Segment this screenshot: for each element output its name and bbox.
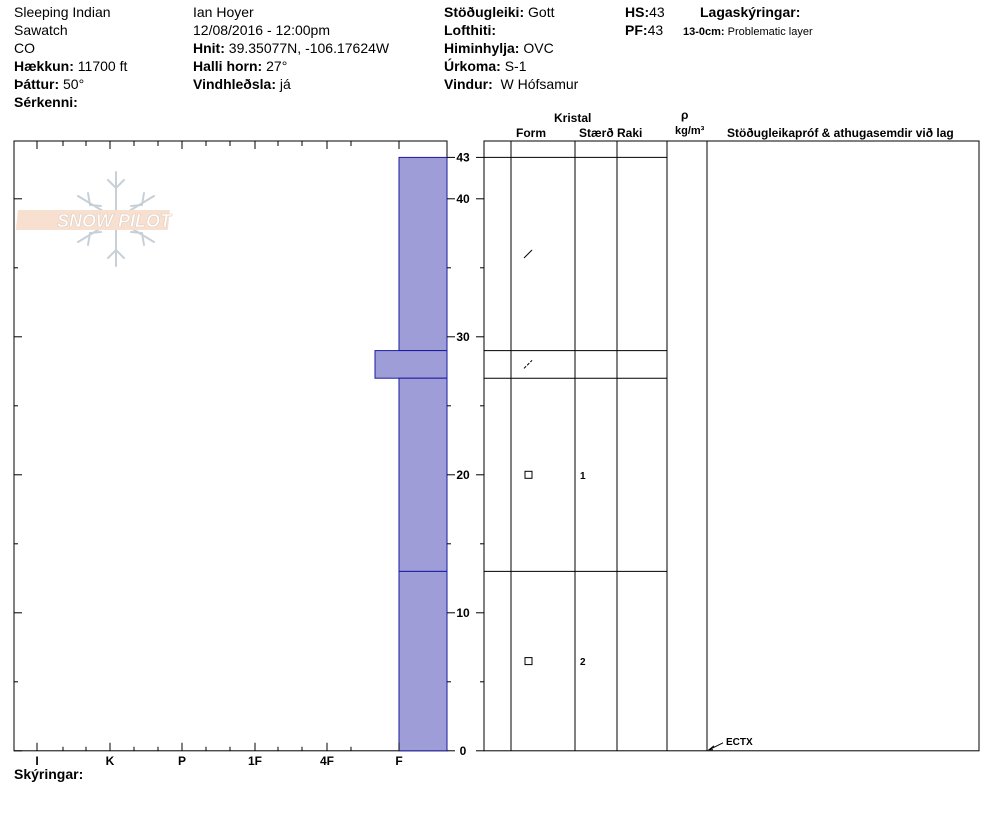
coords-label: Hnit: [193,40,225,56]
hardness-bar-layer-3 [398,377,448,572]
crystal-form-symbol [523,360,533,369]
legend-title: Lagaskýringar: [700,4,801,20]
wind-value: W Hófsamur [500,76,579,92]
slope-label: Halli horn: [193,58,263,74]
moisture-header: Raki [617,126,643,140]
stability-test-pointer [708,742,724,751]
pf-value: 43 [647,22,664,38]
location-name: Sleeping Indian [14,4,111,20]
hardness-panel-frame [13,140,448,752]
aspect-value: 50° [63,76,85,92]
air-temp-label: Lofthiti: [444,22,497,38]
pf-label: PF: [625,22,648,38]
hs-label: HS: [625,4,650,20]
features-label: Sérkenni: [14,94,78,110]
footer-legend-label: Skýringar: [14,766,84,782]
wind-loading-label: Vindhleðsla: [193,76,276,92]
crystal-header: Kristal [554,111,592,125]
hardness-label: 4F [320,754,334,768]
crystal-form-symbol [524,657,533,666]
hs: HS:43 [625,4,665,21]
sky-label: Himinhylja: [444,40,520,56]
precipitation: Úrkoma: S-1 [444,58,526,75]
legend-layer-text: Problematic layer [727,26,813,38]
depth-label: 30 [456,330,470,344]
depth-label: 40 [456,192,470,206]
hardness-bar-layer-1 [398,156,448,352]
hardness-bar-layer-4 [398,570,448,752]
stability-value: Gott [528,4,555,20]
sky-value: OVC [523,40,554,56]
density-symbol: ρ [681,108,689,122]
precip-value: S-1 [504,58,527,74]
wind: Vindur: W Hófsamur [444,76,578,93]
hardness-label: 1F [248,754,262,768]
hardness-label: K [106,754,115,768]
pf: PF:43 [625,22,663,39]
stability-label: Stöðugleiki: [444,4,525,20]
form-header: Form [516,126,546,140]
size-header: Stærð [579,126,614,140]
hardness-label: F [395,754,402,768]
depth-label: 10 [456,606,470,620]
datetime: 12/08/2016 - 12:00pm [193,22,330,38]
precip-label: Úrkoma: [444,58,501,74]
coords-value: 39.35077N, -106.17624W [228,40,390,56]
snowpilot-watermark: SNOW PILOT [15,171,173,267]
depth-label: 0 [460,744,467,758]
stability: Stöðugleiki: Gott [444,4,554,21]
watermark-text: SNOW PILOT [57,211,173,231]
slope-value: 27° [266,58,288,74]
depth-label: 20 [456,468,470,482]
crystal-form-symbol [523,249,533,259]
density-unit: kg/m³ [675,125,705,137]
stability-test-label: ECTX [726,737,753,748]
hardness-bar-layer-2 [374,350,448,379]
legend-entry: 13-0cm: Problematic layer [683,24,813,41]
hs-value: 43 [649,4,665,20]
comments-header: Stöðugleikapróf & athugasemdir við lag [727,126,954,140]
grain-size-value: 2 [580,657,586,668]
wind-loading: Vindhleðsla: já [193,76,291,93]
hardness-label: I [35,754,38,768]
depth-label: 43 [456,150,470,164]
layer-table-frame [483,140,980,752]
state: CO [14,40,35,56]
legend-layer-range: 13-0cm: [683,26,725,38]
observer: Ian Hoyer [193,4,254,20]
sky-cover: Himinhylja: OVC [444,40,554,57]
elevation-label: Hækkun: [14,58,74,74]
range-name: Sawatch [14,22,68,38]
coordinates: Hnit: 39.35077N, -106.17624W [193,40,389,57]
elevation-value: 11700 ft [77,58,128,74]
stability-test-arrowhead [707,745,715,751]
wind-label: Vindur: [444,76,493,92]
hardness-label: P [178,754,186,768]
elevation: Hækkun: 11700 ft [14,58,127,75]
grain-size-value: 1 [580,471,586,482]
crystal-form-symbol [524,470,533,479]
slope-angle: Halli horn: 27° [193,58,287,75]
aspect: Þáttur: 50° [14,76,84,93]
aspect-label: Þáttur: [14,76,60,92]
wind-loading-value: já [279,76,291,92]
